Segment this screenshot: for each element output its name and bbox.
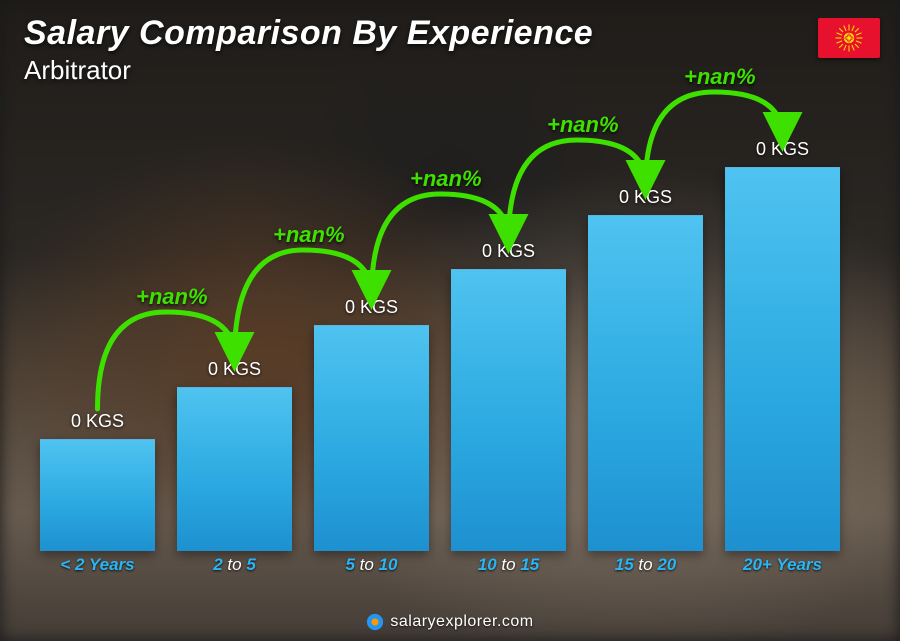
bar-col: 0 KGS (40, 439, 155, 551)
title-block: Salary Comparison By Experience Arbitrat… (24, 14, 593, 86)
bars-container: 0 KGS0 KGS0 KGS0 KGS0 KGS0 KGS (30, 101, 850, 551)
salary-bar-chart: 0 KGS0 KGS0 KGS0 KGS0 KGS0 KGS < 2 Years… (30, 101, 850, 581)
bar-col: 0 KGS (725, 167, 840, 551)
x-labels-row: < 2 Years 2 to 5 5 to 10 10 to 15 15 to 20 20… (30, 555, 850, 581)
bar-value-label: 0 KGS (619, 187, 672, 208)
bar-col: 0 KGS (177, 387, 292, 551)
bar: 0 KGS (177, 387, 292, 551)
bar-value-label: 0 KGS (756, 139, 809, 160)
bar: 0 KGS (588, 215, 703, 551)
x-axis-label: 10 to 15 (451, 555, 566, 581)
x-axis-label: 2 to 5 (177, 555, 292, 581)
bar-value-label: 0 KGS (482, 241, 535, 262)
footer-credit: salaryexplorer.com (0, 613, 900, 631)
chart-title: Salary Comparison By Experience (24, 14, 593, 53)
bar: 0 KGS (725, 167, 840, 551)
bar-col: 0 KGS (588, 215, 703, 551)
footer-text: salaryexplorer.com (390, 613, 533, 630)
x-axis-label: 20+ Years (725, 555, 840, 581)
bar: 0 KGS (451, 269, 566, 551)
flag-sun-icon (834, 23, 864, 53)
x-axis-label: 5 to 10 (314, 555, 429, 581)
bar-col: 0 KGS (314, 325, 429, 551)
x-axis-label: 15 to 20 (588, 555, 703, 581)
bar-value-label: 0 KGS (71, 411, 124, 432)
bar-value-label: 0 KGS (208, 359, 261, 380)
bar-value-label: 0 KGS (345, 297, 398, 318)
footer-logo-icon (366, 613, 384, 631)
bar-col: 0 KGS (451, 269, 566, 551)
bar: 0 KGS (40, 439, 155, 551)
x-axis-label: < 2 Years (40, 555, 155, 581)
country-flag (818, 18, 880, 58)
chart-subtitle: Arbitrator (24, 55, 593, 86)
bar: 0 KGS (314, 325, 429, 551)
